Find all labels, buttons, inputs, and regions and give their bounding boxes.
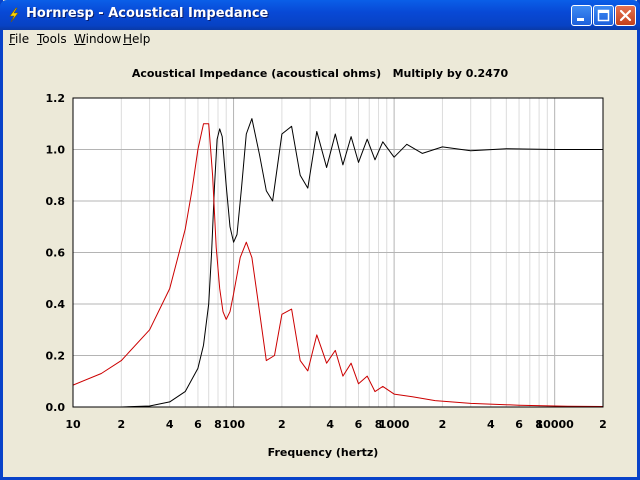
maximize-button[interactable] [593, 5, 614, 26]
x-tick-label: 4 [487, 418, 495, 431]
x-tick-label: 6 [515, 418, 523, 431]
menu-bar: File Tools Window Help [3, 30, 637, 48]
y-tick-label: 1.0 [46, 144, 66, 157]
y-tick-label: 0.8 [46, 195, 66, 208]
y-tick-label: 0.6 [46, 247, 66, 260]
chart-title: Acoustical Impedance (acoustical ohms) M… [131, 67, 509, 80]
menu-help[interactable]: Help [123, 32, 151, 46]
x-tick-label: 1000 [379, 418, 410, 431]
series-line-black [121, 118, 603, 408]
minimize-button[interactable] [571, 5, 592, 26]
lightning-bolt-icon [9, 7, 19, 23]
maximize-icon [597, 9, 610, 22]
minimize-icon [577, 18, 584, 21]
plot-frame [72, 97, 604, 408]
x-tick-label: 2 [118, 418, 126, 431]
x-tick-label: 6 [194, 418, 202, 431]
menu-window[interactable]: Window [74, 32, 122, 46]
x-tick-label: 6 [355, 418, 363, 431]
y-tick-label: 0.4 [46, 298, 66, 311]
menu-tools[interactable]: Tools [37, 32, 67, 46]
window-title: Hornresp - Acoustical Impedance [26, 6, 269, 21]
x-tick-label: 10 [65, 418, 81, 431]
x-tick-label: 2 [439, 418, 447, 431]
x-tick-label: 10000 [536, 418, 575, 431]
x-tick-label: 100 [222, 418, 245, 431]
menu-file[interactable]: File [9, 32, 30, 46]
x-tick-label: 8 [214, 418, 222, 431]
title-bar[interactable]: Hornresp - Acoustical Impedance [0, 0, 640, 30]
x-axis-label: Frequency (hertz) [267, 446, 379, 459]
close-icon [619, 9, 632, 22]
y-tick-label: 1.2 [46, 92, 66, 105]
x-tick-label: 8 [535, 418, 543, 431]
series-line-red [72, 123, 604, 407]
x-tick-label: 4 [326, 418, 334, 431]
x-tick-label: 2 [278, 418, 286, 431]
y-tick-label: 0.2 [46, 350, 66, 363]
x-tick-label: 8 [375, 418, 383, 431]
y-tick-label: 0.0 [46, 401, 66, 414]
x-tick-label: 4 [166, 418, 174, 431]
x-tick-label: 2 [599, 418, 607, 431]
close-button[interactable] [615, 5, 636, 26]
